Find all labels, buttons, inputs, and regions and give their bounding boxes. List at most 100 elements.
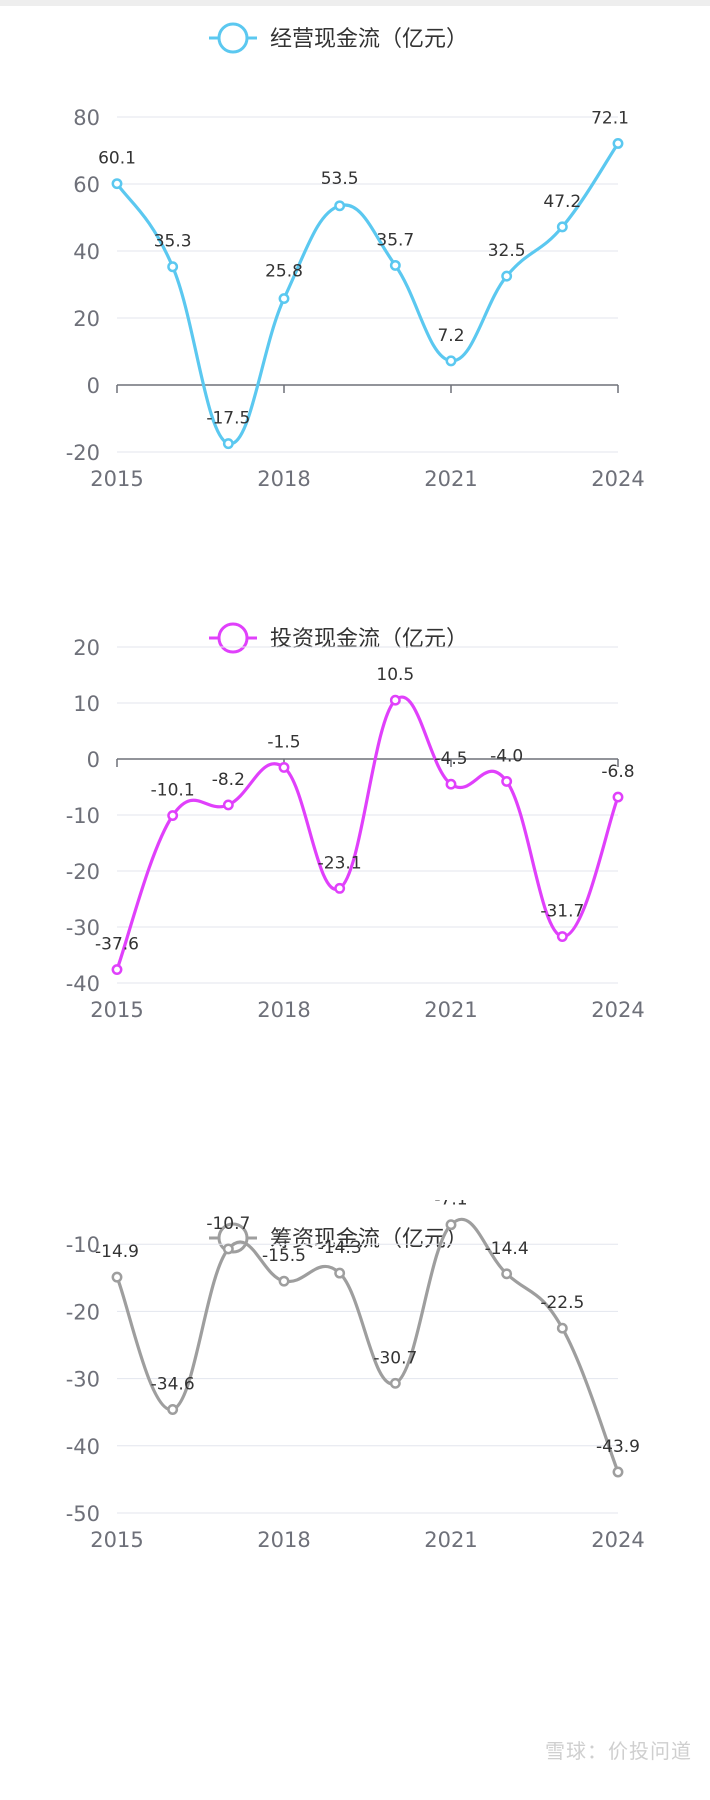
- x-tick-label: 2018: [257, 998, 310, 1022]
- data-point: [111, 964, 123, 976]
- data-label: -1.5: [267, 732, 300, 752]
- data-point: [278, 293, 290, 305]
- data-label: 10.5: [376, 665, 414, 685]
- x-tick-label: 2015: [90, 1528, 143, 1552]
- data-label: -10.1: [151, 781, 195, 801]
- x-tick-label: 2024: [591, 467, 644, 491]
- data-point: [501, 1268, 513, 1280]
- top-bar: [0, 0, 710, 6]
- data-point: [389, 1377, 401, 1389]
- data-point: [556, 221, 568, 233]
- data-point: [222, 438, 234, 450]
- data-point: [278, 1275, 290, 1287]
- y-tick-label: -30: [66, 916, 100, 940]
- y-tick-label: -40: [66, 972, 100, 996]
- y-tick-label: -20: [66, 1300, 100, 1324]
- data-label: 60.1: [98, 149, 136, 169]
- data-label: 35.3: [154, 232, 192, 252]
- data-point: [612, 791, 624, 803]
- data-point: [167, 810, 179, 822]
- data-point: [389, 694, 401, 706]
- series-line: [115, 1217, 620, 1473]
- data-point: [111, 178, 123, 190]
- data-label: 47.2: [543, 192, 581, 212]
- data-label: 35.7: [376, 230, 414, 250]
- y-tick-label: 60: [73, 173, 100, 197]
- data-point: [501, 270, 513, 282]
- data-label: -14.4: [485, 1239, 529, 1259]
- x-tick-label: 2021: [424, 998, 477, 1022]
- data-point: [612, 1466, 624, 1478]
- data-point: [222, 1243, 234, 1255]
- watermark: 雪球：价投问道: [545, 1739, 692, 1763]
- data-point: [334, 882, 346, 894]
- data-label: -10.7: [206, 1214, 250, 1234]
- x-tick-label: 2024: [591, 1528, 644, 1552]
- y-tick-label: 10: [73, 692, 100, 716]
- data-label: -14.3: [318, 1238, 362, 1258]
- data-point: [556, 1322, 568, 1334]
- data-label: -23.1: [318, 853, 362, 873]
- data-label: -4.0: [490, 746, 523, 766]
- y-tick-label: 40: [73, 240, 100, 264]
- legend: 投资现金流（亿元）: [209, 622, 468, 654]
- legend: 筹资现金流（亿元）: [209, 1222, 468, 1254]
- legend: 经营现金流（亿元）: [209, 22, 468, 54]
- legend-marker: [217, 622, 249, 654]
- x-tick-label: 2015: [90, 467, 143, 491]
- y-tick-label: 20: [73, 636, 100, 660]
- data-label: -34.6: [151, 1375, 195, 1395]
- data-label: -14.9: [95, 1242, 139, 1262]
- data-label: -15.5: [262, 1246, 306, 1266]
- data-label: 25.8: [265, 262, 303, 282]
- financing-cashflow-chart: 筹资现金流（亿元） -50 -40 -30 -20 -10 2015 2018 2021 2024…: [66, 1200, 645, 1552]
- y-tick-label: -10: [66, 1233, 100, 1257]
- data-point: [389, 259, 401, 271]
- data-label: -8.2: [212, 770, 245, 790]
- x-tick-label: 2021: [424, 467, 477, 491]
- operating-cashflow-chart: 经营现金流（亿元） -20 0 20 40 60 80 2015 2018 2021 2024 60.…: [66, 22, 645, 491]
- data-label: -4.5: [434, 749, 467, 769]
- data-point: [334, 1267, 346, 1279]
- data-point: [167, 1404, 179, 1415]
- x-tick-label: 2018: [257, 1528, 310, 1552]
- data-point: [167, 261, 179, 273]
- data-label: -7.1: [434, 1200, 467, 1210]
- data-point: [334, 200, 346, 212]
- data-label: -43.9: [596, 1437, 640, 1457]
- y-tick-label: -20: [66, 860, 100, 884]
- legend-label: 投资现金流（亿元）: [270, 627, 468, 652]
- legend-label: 筹资现金流（亿元）: [270, 1227, 468, 1252]
- y-tick-label: 20: [73, 307, 100, 331]
- data-label: -6.8: [601, 762, 634, 782]
- y-tick-label: -40: [66, 1435, 100, 1459]
- data-label: -17.5: [206, 409, 250, 429]
- data-label: -37.6: [95, 935, 139, 955]
- series-line: [115, 695, 620, 971]
- legend-label: 经营现金流（亿元）: [270, 27, 468, 52]
- data-label: 72.1: [591, 108, 629, 128]
- data-point: [445, 1219, 457, 1231]
- y-tick-label: 80: [73, 106, 100, 130]
- data-point: [445, 778, 457, 790]
- y-tick-label: 0: [87, 374, 100, 398]
- data-label: -31.7: [540, 902, 584, 922]
- y-tick-label: -30: [66, 1368, 100, 1392]
- y-tick-label: -20: [66, 441, 100, 465]
- data-label: 32.5: [488, 241, 526, 261]
- data-point: [278, 761, 290, 773]
- x-tick-label: 2024: [591, 998, 644, 1022]
- legend-marker: [217, 22, 249, 54]
- data-point: [111, 1271, 123, 1283]
- y-tick-label: -50: [66, 1502, 100, 1526]
- investing-cashflow-chart: 投资现金流（亿元） -40 -30 -20 -10 0 10 20 2015 2018 2021 20…: [66, 622, 645, 1022]
- x-tick-label: 2018: [257, 467, 310, 491]
- y-tick-label: 0: [87, 748, 100, 772]
- data-point: [612, 138, 624, 149]
- data-point: [501, 775, 513, 787]
- y-tick-label: -10: [66, 804, 100, 828]
- x-tick-label: 2015: [90, 998, 143, 1022]
- data-point: [222, 799, 234, 811]
- data-label: -22.5: [540, 1293, 584, 1313]
- x-tick-label: 2021: [424, 1528, 477, 1552]
